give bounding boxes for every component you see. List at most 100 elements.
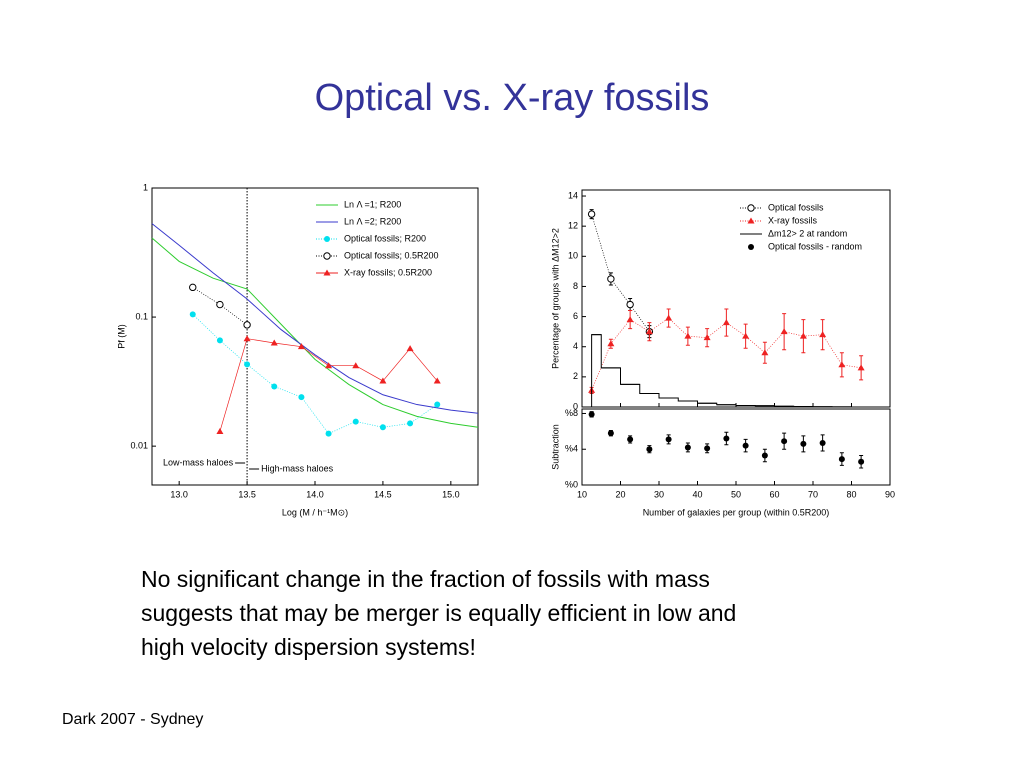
- point: [626, 300, 634, 309]
- x-tick-label: 14.0: [306, 489, 324, 499]
- x-tick-label: 30: [654, 489, 664, 499]
- point: [645, 328, 653, 335]
- series-line: [151, 237, 479, 428]
- x-tick-label: 10: [577, 489, 587, 499]
- point: [838, 456, 845, 463]
- y-tick-label: 12: [568, 221, 578, 231]
- x-tick-label: 14.5: [374, 489, 392, 499]
- point: [323, 269, 331, 276]
- point: [781, 438, 788, 445]
- x-axis-label: Log (M / h⁻¹M⊙): [282, 507, 348, 517]
- y-tick-label: %0: [565, 479, 578, 489]
- x-tick-label: 70: [808, 489, 818, 499]
- point: [742, 442, 749, 449]
- y-tick-label: 4: [573, 341, 578, 351]
- annotation: High-mass haloes: [261, 463, 334, 473]
- point: [684, 444, 691, 451]
- x-tick-label: 40: [692, 489, 702, 499]
- legend-label: Δm12> 2 at random: [768, 228, 847, 238]
- point: [352, 418, 359, 425]
- y-tick-label: 0.1: [135, 311, 148, 321]
- point: [323, 252, 331, 260]
- point: [748, 244, 754, 250]
- point: [407, 420, 414, 427]
- point: [588, 411, 595, 418]
- legend-label: Ln Λ =1; R200: [344, 199, 401, 209]
- legend-label: Optical fossils; 0.5R200: [344, 250, 439, 260]
- point: [271, 383, 278, 390]
- x-tick-label: 15.0: [442, 489, 460, 499]
- footer: Dark 2007 - Sydney: [62, 711, 203, 728]
- y-tick-label: 1: [143, 182, 148, 192]
- point: [780, 328, 788, 335]
- annotation: Low-mass haloes: [163, 457, 234, 467]
- point: [216, 337, 223, 344]
- point: [858, 458, 865, 465]
- y-tick-label: 6: [573, 311, 578, 321]
- point: [800, 440, 807, 447]
- point: [665, 314, 673, 321]
- point: [626, 316, 634, 323]
- x-tick-label: 20: [615, 489, 625, 499]
- point: [704, 445, 711, 452]
- point: [379, 377, 387, 384]
- point: [270, 339, 278, 346]
- point: [243, 321, 251, 329]
- point: [216, 427, 224, 434]
- point: [703, 334, 711, 341]
- legend-label: Optical fossils; R200: [344, 233, 426, 243]
- y-axis-label: Pf (M): [116, 324, 126, 349]
- x-tick-label: 13.0: [170, 489, 188, 499]
- point: [189, 283, 197, 292]
- point: [607, 430, 614, 437]
- series-line: [192, 314, 438, 435]
- point: [799, 332, 807, 339]
- legend-label: Ln Λ =2; R200: [344, 216, 401, 226]
- point: [216, 300, 224, 309]
- y-axis-label: Subtraction: [550, 424, 560, 470]
- y-tick-label: %4: [565, 444, 578, 454]
- point: [646, 446, 653, 453]
- point: [244, 361, 251, 368]
- y-tick-label: 0.01: [130, 441, 148, 451]
- point: [838, 361, 846, 368]
- y-tick-label: 8: [573, 281, 578, 291]
- y-tick-label: %8: [565, 408, 578, 418]
- point: [324, 236, 330, 242]
- x-axis-label: Number of galaxies per group (within 0.5…: [643, 507, 830, 517]
- point: [742, 332, 750, 339]
- y-tick-label: 10: [568, 251, 578, 261]
- point: [819, 439, 826, 446]
- point: [857, 364, 865, 371]
- point: [684, 332, 692, 339]
- x-tick-label: 50: [731, 489, 741, 499]
- body-line: No significant change in the fraction of…: [141, 566, 710, 592]
- body-line: high velocity dispersion systems!: [141, 634, 476, 660]
- legend-label: X-ray fossils; 0.5R200: [344, 267, 432, 277]
- legend-label: Optical fossils - random: [768, 241, 862, 251]
- point: [434, 401, 441, 408]
- series-line: [151, 223, 479, 414]
- point: [761, 349, 769, 356]
- y-tick-label: 14: [568, 190, 578, 200]
- point: [189, 311, 196, 318]
- figure-left: [118, 178, 490, 530]
- point: [325, 362, 333, 369]
- x-tick-label: 13.5: [238, 489, 256, 499]
- point: [298, 394, 305, 401]
- legend-label: Optical fossils: [768, 202, 824, 212]
- point: [297, 343, 305, 350]
- y-tick-label: 0: [573, 401, 578, 411]
- x-tick-label: 90: [885, 489, 895, 499]
- y-axis-label: Percentage of groups with ΔM12>2: [550, 228, 560, 369]
- point: [761, 452, 768, 459]
- point: [819, 331, 827, 338]
- point: [587, 210, 596, 218]
- body-line: suggests that may be merger is equally e…: [141, 600, 736, 626]
- x-tick-label: 80: [846, 489, 856, 499]
- point: [627, 436, 634, 443]
- point: [433, 377, 441, 384]
- point: [723, 435, 730, 442]
